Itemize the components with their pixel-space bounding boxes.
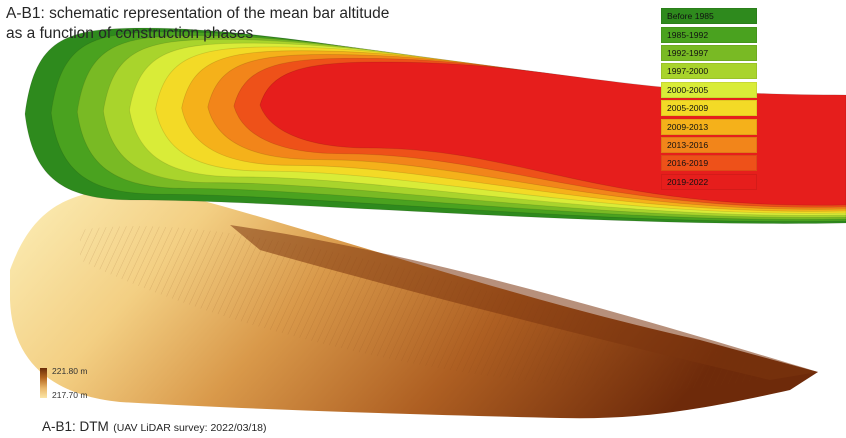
legend-item: 2016-2019 (661, 154, 761, 172)
legend-swatch: 2005-2009 (661, 100, 757, 117)
legend-item: 2009-2013 (661, 117, 761, 135)
legend-item: 2005-2009 (661, 99, 761, 117)
legend-swatch: 2000-2005 (661, 81, 757, 98)
legend-swatch: 2019-2022 (661, 173, 757, 190)
legend-item: 2019-2022 (661, 173, 761, 191)
dtm-dark-ridge (230, 225, 818, 380)
altitude-max-label: 221.80 m (52, 366, 88, 376)
legend-label: 2016-2019 (667, 158, 709, 169)
bottom-caption-main: A-B1: DTM (42, 419, 109, 434)
altitude-color-ramp (40, 368, 47, 398)
dtm-map (10, 190, 818, 419)
altitude-min-label: 217.70 m (52, 390, 88, 400)
legend-swatch: 2013-2016 (661, 136, 757, 153)
legend-item: Before 1985 (661, 7, 761, 25)
legend-item: 1985-1992 (661, 25, 761, 43)
legend-label: 2019-2022 (667, 176, 709, 187)
legend-swatch: 1997-2000 (661, 63, 757, 80)
phase-legend: Before 1985 1985-1992 1992-1997 1997-2000 20… (661, 7, 761, 191)
altitude-scale: 221.80 m 217.70 m (40, 366, 120, 402)
legend-swatch: 2016-2019 (661, 155, 757, 172)
top-caption: A-B1: schematic representation of the me… (6, 5, 390, 42)
legend-label: 1997-2000 (667, 66, 709, 77)
legend-item: 2000-2005 (661, 81, 761, 99)
legend-swatch: 1992-1997 (661, 44, 757, 61)
legend-swatch: 2009-2013 (661, 118, 757, 135)
legend-swatch: 1985-1992 (661, 26, 757, 43)
legend-label: 2013-2016 (667, 139, 709, 150)
bottom-caption-sub: (UAV LiDAR survey: 2022/03/18) (113, 422, 267, 434)
legend-item: 1992-1997 (661, 44, 761, 62)
legend-label: 1985-1992 (667, 29, 709, 40)
legend-label: 2000-2005 (667, 84, 709, 95)
legend-label: 1992-1997 (667, 47, 709, 58)
legend-swatch: Before 1985 (661, 8, 757, 25)
legend-item: 2013-2016 (661, 136, 761, 154)
legend-label: Before 1985 (667, 11, 714, 22)
legend-label: 2005-2009 (667, 103, 709, 114)
legend-item: 1997-2000 (661, 62, 761, 80)
dtm-texture (80, 226, 780, 390)
legend-label: 2009-2013 (667, 121, 709, 132)
bottom-caption: A-B1: DTM (UAV LiDAR survey: 2022/03/18) (42, 418, 267, 436)
